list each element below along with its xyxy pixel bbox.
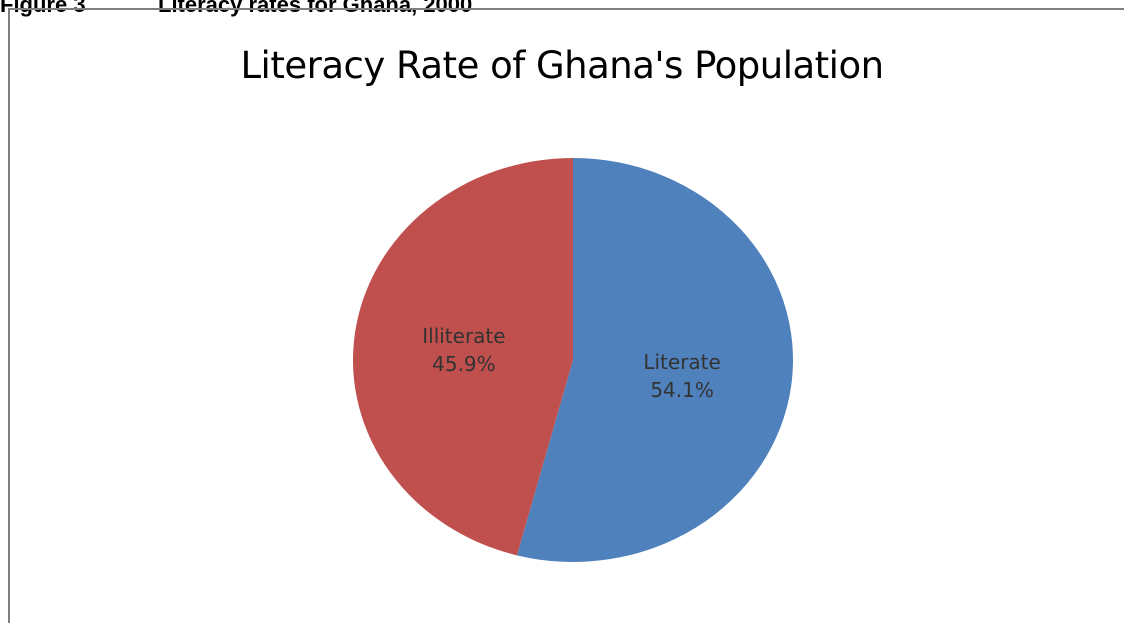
slice-value-illiterate: 45.9%: [432, 352, 496, 376]
figure-caption: Figure 3 Literacy rates for Ghana, 2000: [0, 0, 472, 16]
pie-labels: Literate 54.1% Illiterate 45.9%: [422, 324, 721, 402]
figure-number: Figure 3: [0, 0, 86, 17]
pie-slice-literate: [516, 158, 793, 562]
pie-slices: [353, 158, 793, 562]
slice-value-literate: 54.1%: [650, 378, 714, 402]
slice-label-illiterate: Illiterate: [422, 324, 505, 348]
chart-frame: [8, 8, 1124, 623]
slice-label-literate: Literate: [643, 350, 720, 374]
figure-caption-text: Literacy rates for Ghana, 2000: [158, 0, 473, 17]
pie-slice-illiterate: [353, 158, 573, 556]
chart-title: Literacy Rate of Ghana's Population: [240, 44, 884, 87]
